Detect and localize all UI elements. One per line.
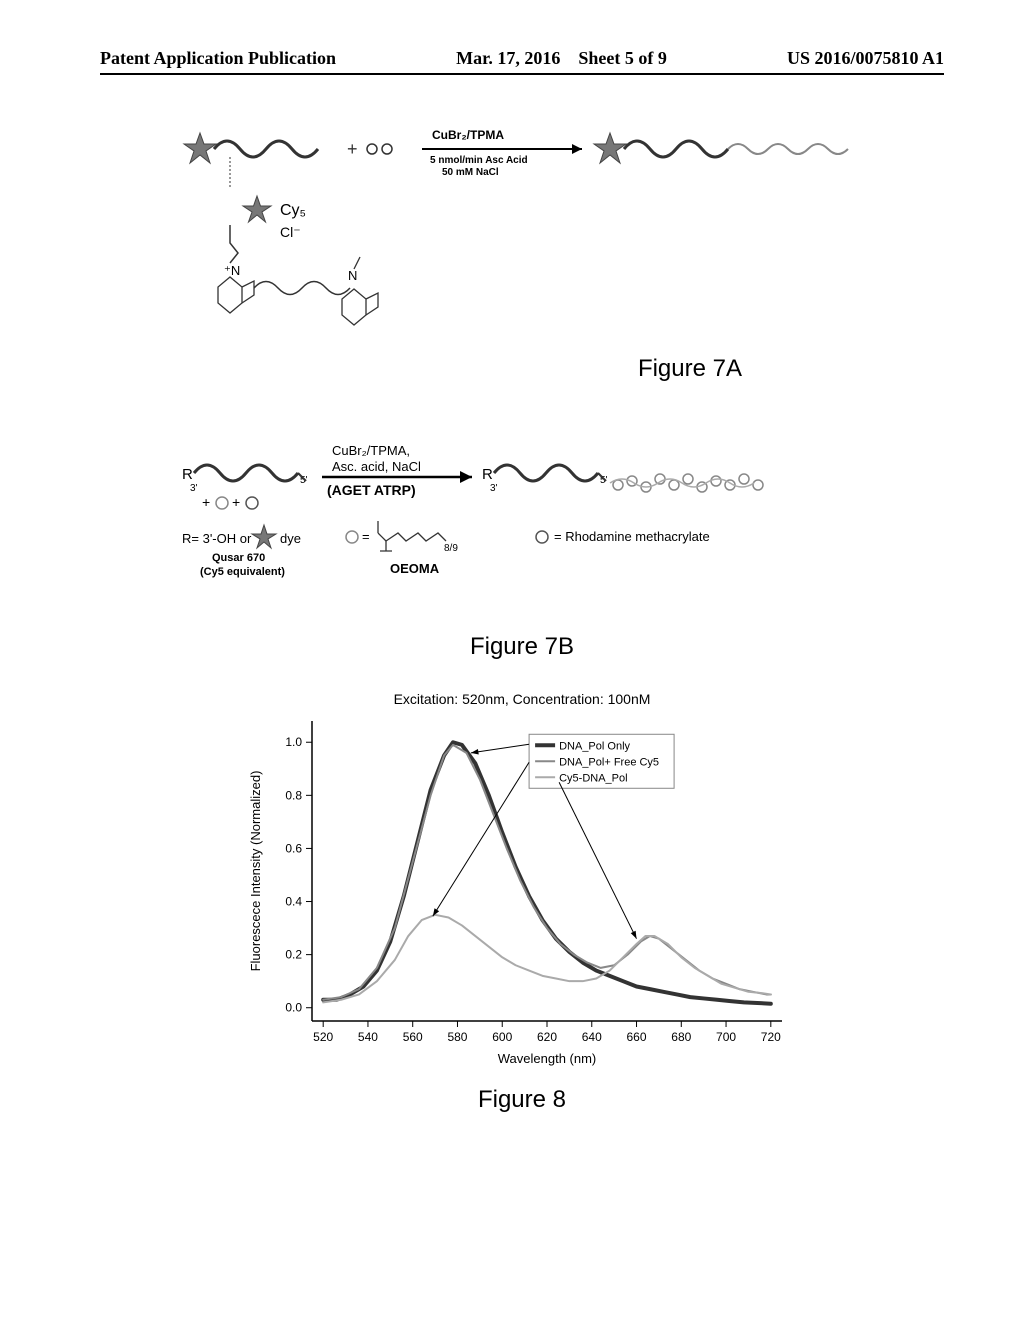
svg-text:0.2: 0.2 [285, 948, 302, 962]
svg-text:=: = [362, 529, 370, 544]
svg-text:640: 640 [582, 1030, 602, 1044]
arrow-mid: Asc. acid, NaCl [332, 459, 421, 474]
svg-text:660: 660 [627, 1030, 647, 1044]
svg-text:⁺N: ⁺N [224, 263, 240, 278]
svg-text:R: R [182, 466, 193, 483]
arrow-method: (AGET ATRP) [327, 482, 416, 498]
header-date-sheet: Mar. 17, 2016 Sheet 5 of 9 [456, 48, 667, 69]
three-prime-r: 3' [490, 483, 498, 494]
svg-text:520: 520 [313, 1030, 333, 1044]
svg-text:560: 560 [403, 1030, 423, 1044]
svg-text:0.0: 0.0 [285, 1001, 302, 1015]
svg-text:Fluorescece Intensity (Normali: Fluorescece Intensity (Normalized) [248, 771, 263, 972]
svg-text:0.8: 0.8 [285, 788, 302, 802]
figure-7b-caption: Figure 7B [182, 633, 862, 661]
svg-text:Cy5-DNA_Pol: Cy5-DNA_Pol [559, 772, 627, 784]
svg-text:DNA_Pol+ Free Cy5: DNA_Pol+ Free Cy5 [559, 756, 659, 768]
patent-page: Patent Application Publication Mar. 17, … [0, 0, 1024, 1320]
header-patent-id: US 2016/0075810 A1 [787, 48, 944, 69]
svg-text:600: 600 [492, 1030, 512, 1044]
chart-title: Excitation: 520nm, Concentration: 100nM [242, 691, 802, 707]
svg-text:0.6: 0.6 [285, 841, 302, 855]
figure-8: Excitation: 520nm, Concentration: 100nM … [242, 691, 802, 1114]
qusar-1: Qusar 670 [212, 552, 265, 564]
fluorescence-chart: 0.0 0.2 0.4 0.6 0.8 1.0 520 540 560 580 600 620 640 6… [242, 711, 802, 1071]
svg-text:540: 540 [358, 1030, 378, 1044]
r-label: R= 3'-OH or [182, 531, 252, 546]
rhodamine-label: = Rhodamine methacrylate [554, 529, 710, 544]
figure-7b: R 3' 5' + + CuBr₂/TPMA, Asc. acid, NaCl … [182, 433, 862, 661]
figure-7a: + CuBr₂/TPMA 5 nmol/min Asc Acid 50 mM N… [182, 125, 862, 383]
svg-text:620: 620 [537, 1030, 557, 1044]
plus-2: + [232, 494, 240, 510]
svg-text:R: R [482, 466, 493, 483]
three-prime-l: 3' [190, 483, 198, 494]
svg-text:DNA_Pol Only: DNA_Pol Only [559, 740, 630, 752]
svg-text:700: 700 [716, 1030, 736, 1044]
svg-text:N: N [348, 268, 357, 283]
page-header: Patent Application Publication Mar. 17, … [100, 48, 944, 75]
header-publication: Patent Application Publication [100, 48, 336, 69]
reaction-sub1: 5 nmol/min Asc Acid [430, 155, 528, 166]
svg-text:0.4: 0.4 [285, 895, 302, 909]
figure-7a-svg: + CuBr₂/TPMA 5 nmol/min Asc Acid 50 mM N… [182, 125, 862, 345]
svg-text:+: + [347, 139, 358, 159]
header-date: Mar. 17, 2016 [456, 48, 560, 68]
cl-label: Cl⁻ [280, 224, 301, 240]
arrow-top: CuBr₂/TPMA, [332, 443, 410, 458]
svg-text:680: 680 [671, 1030, 691, 1044]
figure-7b-svg: R 3' 5' + + CuBr₂/TPMA, Asc. acid, NaCl … [182, 433, 862, 623]
svg-text:1.0: 1.0 [285, 735, 302, 749]
reaction-sub2: 50 mM NaCl [442, 167, 499, 178]
svg-text:8/9: 8/9 [444, 543, 458, 554]
header-sheet: Sheet 5 of 9 [578, 48, 667, 68]
cy5-label: Cy₅ [280, 202, 306, 219]
qusar-2: (Cy5 equivalent) [200, 566, 285, 578]
svg-text:580: 580 [447, 1030, 467, 1044]
reaction-top: CuBr₂/TPMA [432, 128, 504, 142]
oeoma-label: OEOMA [390, 561, 440, 576]
figure-7a-caption: Figure 7A [182, 355, 742, 383]
plus-1: + [202, 494, 210, 510]
svg-text:Wavelength (nm): Wavelength (nm) [498, 1051, 597, 1066]
figure-8-caption: Figure 8 [242, 1086, 802, 1114]
svg-text:720: 720 [761, 1030, 781, 1044]
dye-label: dye [280, 531, 301, 546]
